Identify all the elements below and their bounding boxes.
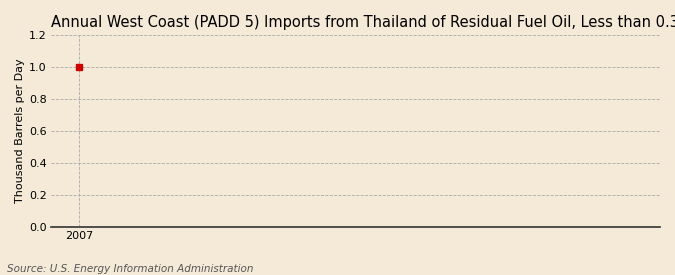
Text: Annual West Coast (PADD 5) Imports from Thailand of Residual Fuel Oil, Less than: Annual West Coast (PADD 5) Imports from … xyxy=(51,15,675,30)
Y-axis label: Thousand Barrels per Day: Thousand Barrels per Day xyxy=(15,59,25,203)
Text: Source: U.S. Energy Information Administration: Source: U.S. Energy Information Administ… xyxy=(7,264,253,274)
